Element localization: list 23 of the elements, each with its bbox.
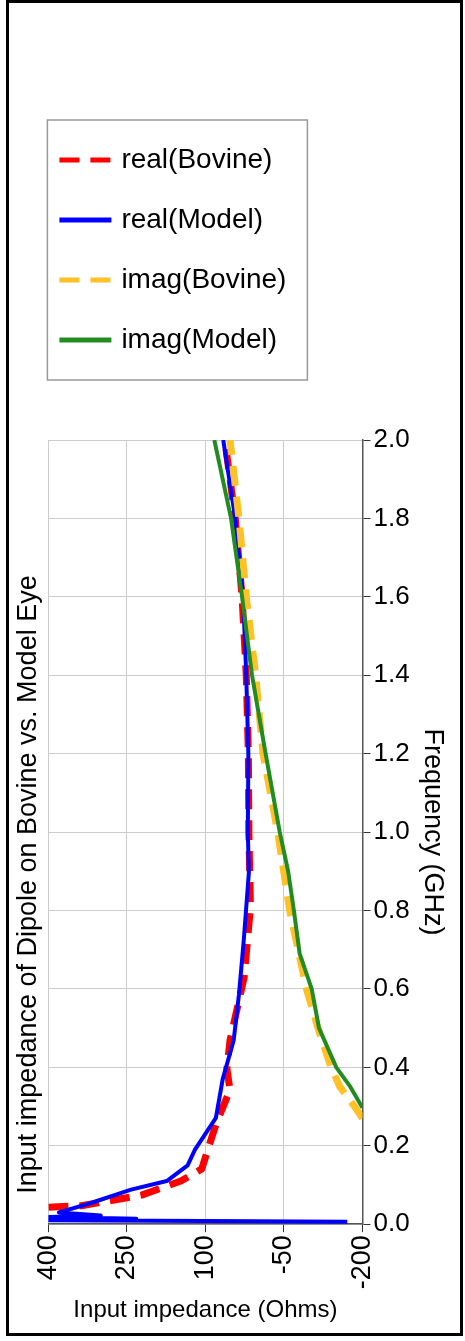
y-tick-label: 1.8 [373, 501, 410, 532]
x-axis-title: Input impedance (Ohms) [73, 1295, 338, 1323]
legend-label: imag(Model) [121, 322, 278, 354]
y-tick-label: 0.8 [373, 893, 410, 924]
legend-label: real(Bovine) [121, 142, 273, 174]
x-tick-label: -200 [345, 1235, 376, 1290]
y-tick-label: 0.4 [373, 1050, 410, 1081]
x-tick-label: 250 [110, 1235, 141, 1281]
legend-label: imag(Bovine) [121, 262, 287, 294]
x-tick-label: -50 [267, 1235, 298, 1275]
legend-label: real(Model) [121, 202, 264, 234]
y-tick-label: 1.4 [373, 658, 410, 689]
y-tick-label: 0.6 [373, 972, 410, 1003]
text: Input impedance of Dipole on Bovine vs. Model Eye [11, 575, 42, 1194]
y-tick-label: 1.2 [373, 736, 410, 767]
y-tick-label: 2.0 [373, 423, 410, 454]
x-tick-label: 400 [31, 1235, 62, 1281]
y-tick-label: 1.6 [373, 580, 410, 610]
y-tick-label: 1.0 [373, 815, 410, 846]
y-tick-label: 0.2 [373, 1128, 410, 1159]
x-tick-label: 100 [188, 1235, 219, 1281]
y-axis-title: Frequency (GHz) [419, 728, 450, 936]
y-tick-label: 0.0 [373, 1207, 410, 1238]
